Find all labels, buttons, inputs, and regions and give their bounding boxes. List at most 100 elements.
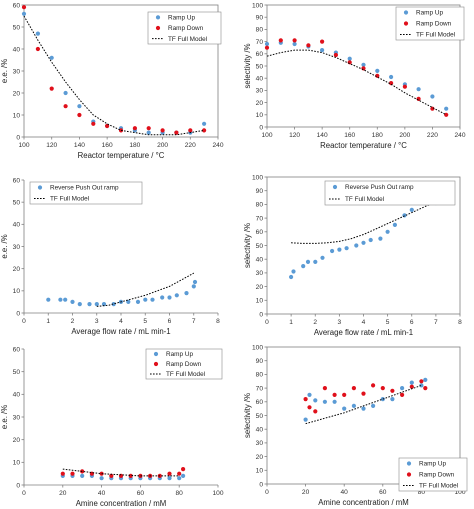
x-tick-label: 100 <box>18 142 29 149</box>
y-tick-label: 0 <box>259 481 263 488</box>
y-axis-label: selectivity /% <box>243 43 252 88</box>
legend: Reverse Push Out ramp TF Full Model <box>29 181 143 205</box>
data-point-ramp-down <box>322 386 327 391</box>
data-point-reverse-push-out-ramp <box>378 236 383 241</box>
data-point-ramp-down <box>109 473 114 478</box>
data-point-ramp-up <box>303 417 308 422</box>
data-point-ramp-down <box>419 379 424 384</box>
x-tick-label: 1 <box>289 319 293 326</box>
data-point-ramp-up <box>320 48 325 53</box>
legend-entry: Ramp Up <box>416 10 443 17</box>
legend: Ramp Up Ramp Down TF Full Model <box>145 348 223 380</box>
data-point-reverse-push-out-ramp <box>126 299 131 304</box>
y-tick-label: 10 <box>256 112 264 119</box>
y-tick-label: 50 <box>13 199 21 206</box>
legend: Ramp Up Ramp Down TF Full Model <box>398 457 468 492</box>
y-tick-label: 30 <box>256 88 264 95</box>
data-point-reverse-push-out-ramp <box>77 302 82 307</box>
x-tick-label: 240 <box>454 132 465 139</box>
y-tick-label: 80 <box>256 372 264 379</box>
legend-entry: Ramp Down <box>168 25 204 32</box>
x-axis-label: Amine concentration / mM <box>318 498 409 507</box>
y-tick-label: 50 <box>256 243 264 250</box>
data-point-ramp-up <box>430 94 435 99</box>
y-tick-label: 30 <box>13 414 21 421</box>
data-point-ramp-up <box>361 62 366 67</box>
x-tick-label: 0 <box>22 490 26 497</box>
legend-entry: Ramp Down <box>419 472 455 479</box>
data-point-ramp-up <box>371 403 376 408</box>
x-tick-label: 0 <box>265 319 269 326</box>
x-tick-label: 7 <box>434 319 438 326</box>
data-point-reverse-push-out-ramp <box>368 237 373 243</box>
legend-point-marker <box>406 472 412 477</box>
legend-box <box>145 348 223 380</box>
data-point-ramp-down <box>416 96 421 101</box>
model-curve <box>266 49 447 116</box>
data-point-ramp-up <box>77 104 82 109</box>
x-tick-label: 240 <box>212 142 223 149</box>
x-tick-label: 3 <box>95 318 99 325</box>
data-point-ramp-up <box>313 398 318 403</box>
y-tick-label: 10 <box>13 460 21 467</box>
x-tick-label: 100 <box>212 490 223 497</box>
data-point-reverse-push-out-ramp <box>191 284 196 289</box>
data-point-ramp-down <box>390 388 395 393</box>
x-tick-label: 40 <box>341 489 349 496</box>
data-point-ramp-down <box>409 384 414 389</box>
data-point-reverse-push-out-ramp <box>344 246 349 251</box>
x-tick-label: 4 <box>119 318 123 325</box>
x-tick-label: 80 <box>176 490 184 497</box>
data-point-reverse-push-out-ramp <box>174 293 179 298</box>
legend-box <box>324 180 456 206</box>
data-point-ramp-down <box>138 473 143 478</box>
x-tick-label: 160 <box>102 142 113 149</box>
y-axis-label: e.e. /% <box>0 405 9 429</box>
y-tick-label: 10 <box>256 298 264 305</box>
data-point-ramp-down <box>77 112 82 118</box>
y-axis-label: e.e. /% <box>0 59 9 83</box>
x-tick-label: 20 <box>302 489 310 496</box>
data-point-ramp-down <box>177 471 182 476</box>
data-point-ramp-down <box>174 130 179 135</box>
data-point-ramp-up <box>177 476 182 481</box>
legend-entry: Ramp Down <box>166 361 202 368</box>
data-point-ramp-up <box>264 41 270 47</box>
legend-point-marker <box>403 21 409 26</box>
y-tick-label: 20 <box>13 437 21 444</box>
data-point-reverse-push-out-ramp <box>58 297 63 302</box>
data-point-ramp-up <box>63 90 68 96</box>
data-point-reverse-push-out-ramp <box>361 240 366 245</box>
data-point-reverse-push-out-ramp <box>70 299 75 304</box>
data-point-reverse-push-out-ramp <box>337 247 342 252</box>
y-axis-label: e.e. /% <box>0 234 9 258</box>
legend-entry: Ramp Up <box>166 351 193 358</box>
y-tick-label: 30 <box>13 68 21 75</box>
data-point-reverse-push-out-ramp <box>192 279 198 285</box>
y-tick-label: 0 <box>259 311 263 318</box>
y-tick-label: 90 <box>256 358 264 365</box>
legend-box <box>29 181 143 205</box>
data-point-ramp-down <box>400 392 405 397</box>
legend-entry: TF Full Model <box>416 32 455 39</box>
data-point-ramp-down <box>105 123 110 129</box>
x-tick-label: 120 <box>289 132 300 139</box>
data-point-ramp-up <box>307 392 312 397</box>
y-tick-label: 70 <box>256 215 264 222</box>
y-tick-label: 40 <box>13 46 21 53</box>
x-axis-label: Reactor temperature / °C <box>78 151 165 160</box>
legend-point-marker <box>332 184 338 190</box>
y-tick-label: 90 <box>256 15 264 22</box>
data-point-ramp-down <box>70 471 75 476</box>
model-curve <box>62 468 180 477</box>
data-point-reverse-push-out-ramp <box>167 295 172 300</box>
y-tick-label: 0 <box>16 134 20 141</box>
data-point-ramp-down <box>160 128 165 133</box>
data-point-ramp-up <box>181 473 186 478</box>
y-tick-label: 50 <box>13 24 21 31</box>
y-tick-label: 30 <box>256 440 264 447</box>
x-tick-label: 3 <box>338 319 342 326</box>
y-tick-label: 30 <box>256 270 264 277</box>
